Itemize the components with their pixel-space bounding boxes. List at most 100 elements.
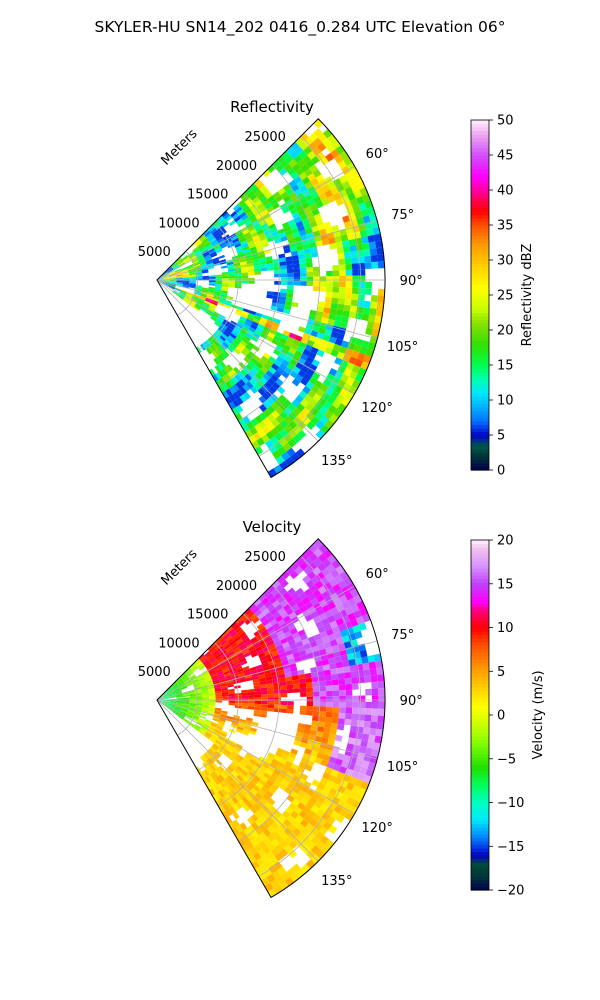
field-cell [319,803,329,813]
field-cell [230,740,238,746]
field-cell [202,303,210,308]
field-cell [326,761,335,770]
field-cell [210,721,218,726]
field-cell [297,420,307,430]
field-cell [283,818,292,828]
field-cell [241,326,249,333]
field-cell [213,651,220,658]
field-cell [218,734,226,740]
field-cell [218,314,226,320]
field-cell [267,195,276,203]
field-cell [288,611,297,620]
colorbar-segment [471,613,489,618]
field-cell [335,661,343,669]
field-cell [326,690,333,697]
field-cell [262,845,271,855]
field-cell [175,287,182,291]
field-cell [374,315,382,324]
field-cell [199,246,207,252]
field-cell [246,717,253,722]
field-cell [230,630,238,638]
radial-tick-label: 15000 [187,608,228,623]
field-cell [306,687,314,693]
field-cell [248,697,255,701]
field-cell [297,669,305,676]
field-cell [351,713,359,721]
field-cell [288,840,298,850]
field-cell [280,288,287,294]
field-cell [210,344,217,352]
field-cell [188,268,195,272]
field-cell [189,275,196,278]
field-cell [250,636,258,643]
field-cell [228,695,236,699]
field-cell [370,674,378,683]
field-cell [222,770,230,778]
field-cell [294,236,302,243]
field-cell [243,356,251,364]
colorbar-segment [471,697,489,702]
field-cell [292,366,301,375]
field-cell [183,257,190,263]
field-cell [180,266,188,271]
field-cell [170,280,177,282]
field-cell [242,384,251,392]
field-cell [250,651,259,658]
field-cell [262,619,270,627]
field-cell [222,383,229,391]
field-cell [275,195,283,203]
field-cell [316,306,325,313]
field-cell [169,282,177,284]
field-cell [310,597,319,607]
field-cell [342,240,350,248]
field-cell [287,623,296,631]
field-cell [267,693,275,698]
field-cell [210,253,218,258]
field-cell [179,293,186,298]
field-cell [288,411,297,421]
field-cell [223,786,231,794]
field-cell [316,388,325,398]
field-cell [250,231,259,238]
colorbar-segment [471,879,489,884]
field-cell [206,729,214,735]
field-cell [203,302,211,307]
field-cell [366,741,375,749]
field-cell [275,423,284,433]
field-cell [224,302,232,307]
field-cell [176,273,183,276]
colorbar-segment [471,669,489,674]
field-cell [172,263,178,268]
field-cell [214,684,221,689]
colorbar-segment [471,372,489,377]
field-cell [260,687,268,692]
field-cell [192,666,199,672]
field-cell [206,294,214,299]
field-cell [203,252,210,258]
field-cell [275,415,284,424]
field-cell [281,810,291,819]
field-cell [245,332,253,339]
field-cell [183,278,190,280]
field-cell [187,265,194,269]
field-cell [253,681,261,686]
field-cell [260,317,268,323]
field-cell [272,321,280,328]
field-cell [358,707,366,715]
field-cell [271,338,280,346]
field-cell [305,356,315,364]
field-cell [254,843,263,853]
field-cell [313,118,324,129]
field-cell [303,566,313,575]
colorbar-segment [471,179,489,184]
field-cell [204,650,211,657]
field-cell [197,675,204,681]
colorbar-tick-label: 10 [497,621,514,636]
field-cell [337,379,346,389]
field-cell [305,682,313,688]
field-cell [351,770,360,779]
field-cell [189,696,196,699]
field-cell [304,748,312,755]
field-cell [250,216,258,223]
field-cell [251,821,259,831]
